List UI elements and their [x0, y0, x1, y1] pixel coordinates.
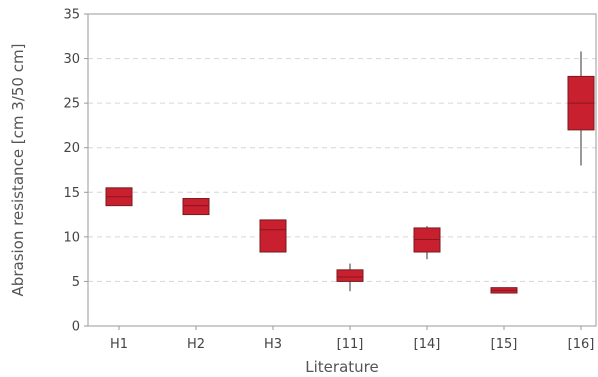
x-tick-label: H2: [187, 337, 205, 352]
y-tick-label: 30: [63, 52, 80, 67]
box-body: [336, 269, 364, 282]
y-axis-ticks: 0 5 10 15 20 25 30 35: [63, 8, 88, 335]
y-tick-label: 0: [72, 320, 80, 335]
grid-lines: [88, 58, 596, 282]
y-tick-label: 35: [63, 8, 80, 23]
y-tick-label: 15: [63, 186, 80, 201]
box-0: [105, 187, 133, 207]
x-tick-label: [16]: [568, 337, 595, 352]
box-4: [413, 226, 441, 260]
box-3: [336, 263, 364, 292]
x-axis-title: Literature: [305, 358, 378, 376]
box-body: [259, 219, 287, 253]
y-tick-label: 20: [63, 141, 80, 156]
x-tick-label: [11]: [337, 337, 364, 352]
y-tick-label: 25: [63, 97, 80, 112]
box-2: [259, 219, 287, 253]
box-5: [490, 287, 518, 294]
x-tick-label: H3: [264, 337, 282, 352]
x-tick-label: H1: [110, 337, 128, 352]
y-axis-title: Abrasion resistance [cm 3/50 cm]: [9, 44, 27, 297]
x-tick-label: [15]: [491, 337, 518, 352]
box-1: [182, 198, 210, 216]
x-axis-ticks: H1 H2 H3 [11] [14] [15] [16]: [110, 326, 594, 352]
y-tick-label: 5: [72, 275, 80, 290]
box-6: [567, 51, 595, 166]
plot-frame: [87, 13, 597, 327]
y-tick-label: 10: [63, 230, 80, 245]
x-tick-label: [14]: [414, 337, 441, 352]
box-body: [182, 198, 210, 216]
boxes: [105, 51, 595, 294]
